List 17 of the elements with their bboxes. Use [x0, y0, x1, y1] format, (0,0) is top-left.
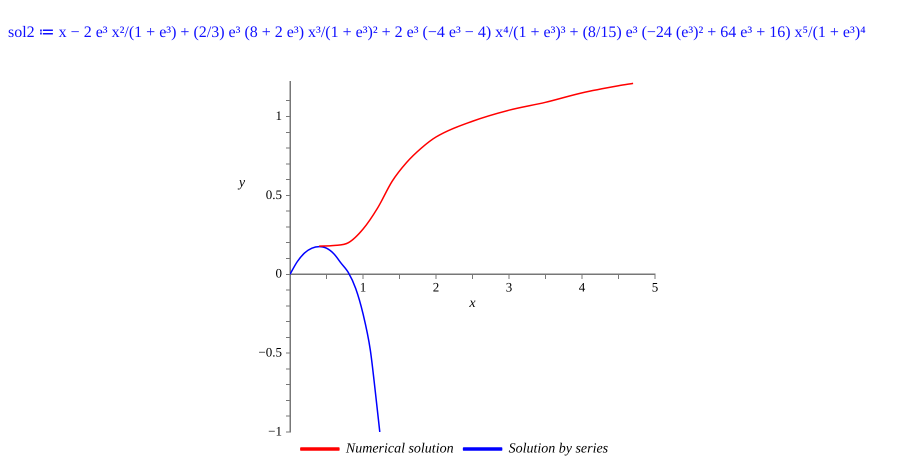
y-tick-label: 1 [276, 108, 282, 123]
y-tick-label: 0 [276, 266, 282, 281]
y-axis-title: y [236, 175, 246, 190]
x-tick-label: 2 [432, 279, 440, 294]
x-tick-label: 3 [506, 279, 512, 294]
x-tick-label: 4 [578, 279, 586, 294]
line-series [318, 82, 634, 247]
legend-label: Solution by series [508, 442, 609, 457]
y-tick-label: 0.5 [266, 186, 282, 202]
legend-label: Numerical solution [344, 442, 454, 457]
line-series [290, 246, 381, 432]
y-tick-label: −1 [268, 423, 282, 438]
chart-title: sol2 ≔ x − 2 e³ x²/(1 + e³) + (2/3) e³ (8 + 2 e³) x³/(1 + e³)² + 2 e³ (−4 e³ − 4) x⁴/(1 + e³)³ + (8/15) e³ (−24 (e³)² + 64 e³ + 16) x⁵/(1 + e³)⁴ [8, 23, 867, 43]
y-tick-label: −0.5 [258, 344, 282, 360]
x-axis-title: x [468, 296, 476, 311]
x-tick-label: 1 [360, 279, 366, 294]
x-tick-label: 5 [652, 279, 658, 294]
